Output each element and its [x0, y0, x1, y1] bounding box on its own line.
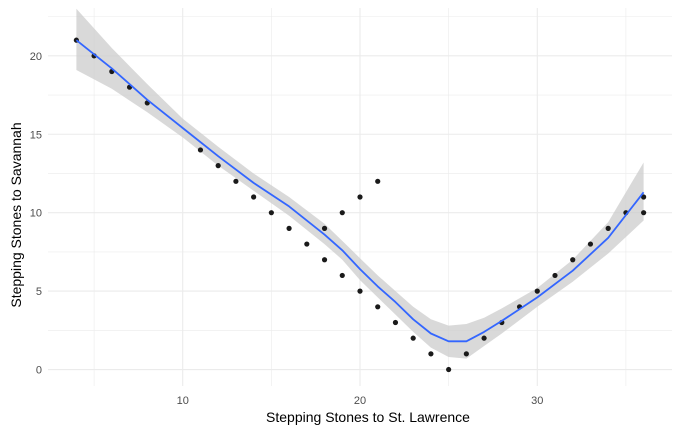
y-axis-title: Stepping Stones to Savannah: [8, 122, 24, 307]
data-point: [534, 288, 540, 294]
x-axis-title: Stepping Stones to St. Lawrence: [266, 409, 470, 425]
y-tick-label: 15: [30, 129, 42, 141]
data-point: [357, 194, 363, 200]
data-point: [339, 210, 345, 216]
data-point: [339, 272, 345, 279]
data-point: [428, 351, 434, 357]
data-point: [215, 163, 221, 169]
y-tick-label: 20: [30, 51, 42, 63]
x-tick-label: 30: [531, 395, 543, 407]
x-tick-labels: 10 20 30: [177, 395, 544, 407]
data-point: [304, 241, 310, 247]
data-point: [481, 335, 487, 341]
data-point: [233, 178, 239, 184]
data-point: [410, 335, 416, 341]
data-point: [357, 288, 363, 294]
data-point: [197, 147, 204, 153]
y-tick-label: 0: [36, 365, 42, 377]
data-point: [552, 272, 558, 279]
data-points-layer: [73, 37, 647, 373]
data-point: [587, 241, 594, 247]
data-point: [641, 194, 647, 200]
x-tick-label: 10: [177, 395, 189, 407]
data-point: [392, 319, 399, 326]
data-point: [605, 225, 611, 231]
y-tick-labels: 0 5 10 15 20: [30, 51, 42, 377]
smooth-line: [75, 39, 645, 343]
data-point: [375, 304, 381, 310]
y-tick-label: 5: [36, 286, 42, 298]
data-point: [641, 210, 647, 216]
data-point: [321, 257, 328, 263]
data-point: [375, 178, 381, 184]
data-point: [251, 194, 257, 200]
smooth-line-layer: [75, 39, 645, 343]
data-point: [268, 210, 274, 216]
data-point: [463, 351, 469, 357]
y-tick-label: 10: [30, 208, 42, 220]
x-tick-label: 20: [354, 395, 366, 407]
data-point: [446, 366, 452, 373]
data-point: [321, 225, 328, 231]
data-point: [286, 225, 292, 231]
data-point: [570, 257, 576, 263]
